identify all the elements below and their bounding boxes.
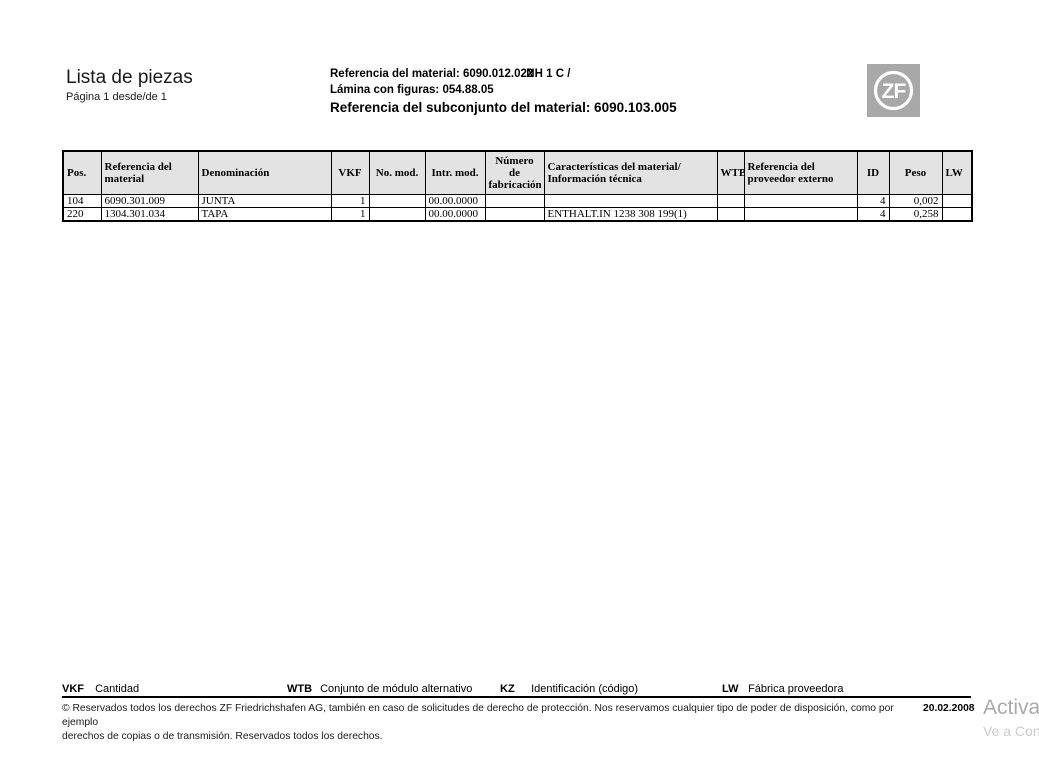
legend-label: Conjunto de módulo alternativo bbox=[320, 683, 473, 695]
cell-external-supplier-ref bbox=[743, 206, 858, 221]
cell-intr-mod: 00.00.0000 bbox=[424, 193, 486, 208]
cell-external-supplier-ref bbox=[743, 193, 858, 208]
col-header-material-ref: Referencia del material bbox=[100, 150, 199, 195]
material-reference: Referencia del material: 6090.012.022 bbox=[330, 68, 534, 80]
material-reference-line: Referencia del material: 6090.012.022NH … bbox=[330, 66, 677, 82]
cell-fabrication-number bbox=[484, 193, 545, 208]
col-header-characteristics: Características del material/ Informació… bbox=[543, 150, 718, 195]
col-header-lw: LW bbox=[941, 150, 973, 195]
table-header-row: Pos. Referencia del material Denominació… bbox=[62, 150, 973, 195]
copyright-notice: © Reservados todos los derechos ZF Fried… bbox=[62, 702, 917, 744]
cell-fabrication-number bbox=[484, 206, 545, 221]
cell-lw bbox=[941, 206, 973, 221]
cell-lw bbox=[941, 193, 973, 208]
cell-material-ref: 6090.301.009 bbox=[100, 193, 199, 208]
col-header-pos: Pos. bbox=[62, 150, 102, 195]
col-header-vkf: VKF bbox=[330, 150, 370, 195]
legend-abbr: VKF bbox=[62, 683, 84, 695]
material-reference-block: Referencia del material: 6090.012.022NH … bbox=[330, 66, 677, 117]
cell-pos: 220 bbox=[62, 206, 102, 221]
legend-abbr: WTB bbox=[287, 683, 313, 695]
cell-characteristics bbox=[543, 193, 718, 208]
cell-no-mod bbox=[368, 193, 426, 208]
table-row: 104 6090.301.009 JUNTA 1 00.00.0000 4 0,… bbox=[62, 193, 973, 208]
cell-pos: 104 bbox=[62, 193, 102, 208]
svg-text:ZF: ZF bbox=[882, 80, 907, 103]
legend-label: Fábrica proveedora bbox=[748, 683, 844, 695]
legend-item-vkf: VKF Cantidad bbox=[62, 683, 139, 696]
cell-wtb bbox=[716, 193, 745, 208]
cell-no-mod bbox=[368, 206, 426, 221]
col-header-no-mod: No. mod. bbox=[368, 150, 426, 195]
page-title: Lista de piezas bbox=[66, 67, 193, 88]
col-header-id: ID bbox=[856, 150, 890, 195]
cell-id: 4 bbox=[856, 193, 890, 208]
parts-table: Pos. Referencia del material Denominació… bbox=[62, 150, 973, 222]
legend-divider bbox=[62, 696, 971, 698]
title-block: Lista de piezas Página 1 desde/de 1 bbox=[66, 68, 193, 104]
zf-logo-icon: ZF bbox=[867, 64, 920, 117]
cell-weight: 0,258 bbox=[888, 206, 943, 221]
cell-wtb bbox=[716, 206, 745, 221]
col-header-fabrication-number: Número de fabricación bbox=[484, 150, 545, 195]
legend-item-lw: LW Fábrica proveedora bbox=[722, 683, 843, 696]
cell-weight: 0,002 bbox=[888, 193, 943, 208]
cell-intr-mod: 00.00.0000 bbox=[424, 206, 486, 221]
cell-vkf: 1 bbox=[330, 193, 370, 208]
legend-label: Cantidad bbox=[95, 683, 140, 695]
figure-sheet-reference: Lámina con figuras: 054.88.05 bbox=[330, 84, 494, 96]
page-number-info: Página 1 desde/de 1 bbox=[66, 91, 167, 103]
cell-vkf: 1 bbox=[330, 206, 370, 221]
col-header-weight: Peso bbox=[888, 150, 943, 195]
copyright-line-2: derechos de copias o de transmisión. Res… bbox=[62, 731, 383, 742]
subassembly-reference: Referencia del subconjunto del material:… bbox=[330, 100, 677, 115]
cell-denomination: TAPA bbox=[197, 206, 332, 221]
cell-characteristics: ENTHALT.IN 1238 308 199(1) bbox=[543, 206, 718, 221]
col-header-external-supplier-ref: Referencia del proveedor externo bbox=[743, 150, 858, 195]
copyright-line-1: © Reservados todos los derechos ZF Fried… bbox=[62, 703, 894, 728]
legend-item-kz: KZ Identificación (código) bbox=[500, 683, 638, 696]
cell-material-ref: 1304.301.034 bbox=[100, 206, 199, 221]
col-header-intr-mod: Intr. mod. bbox=[424, 150, 486, 195]
col-header-denomination: Denominación bbox=[197, 150, 332, 195]
legend-abbr: LW bbox=[722, 683, 739, 695]
watermark-line-2: Ve a Conf bbox=[983, 723, 1039, 739]
legend-item-wtb: WTB Conjunto de módulo alternativo bbox=[287, 683, 472, 696]
cell-denomination: JUNTA bbox=[197, 193, 332, 208]
cell-id: 4 bbox=[856, 206, 890, 221]
document-date: 20.02.2008 bbox=[923, 703, 975, 714]
legend-abbr: KZ bbox=[500, 683, 515, 695]
col-header-wtb: WTB bbox=[716, 150, 745, 195]
watermark-line-1: Activar bbox=[983, 696, 1039, 719]
table-row: 220 1304.301.034 TAPA 1 00.00.0000 ENTHA… bbox=[62, 206, 973, 221]
material-reference-suffix: NH 1 C / bbox=[526, 68, 571, 80]
legend-label: Identificación (código) bbox=[531, 683, 639, 695]
windows-activation-watermark: Activar Ve a Conf bbox=[983, 695, 1039, 740]
